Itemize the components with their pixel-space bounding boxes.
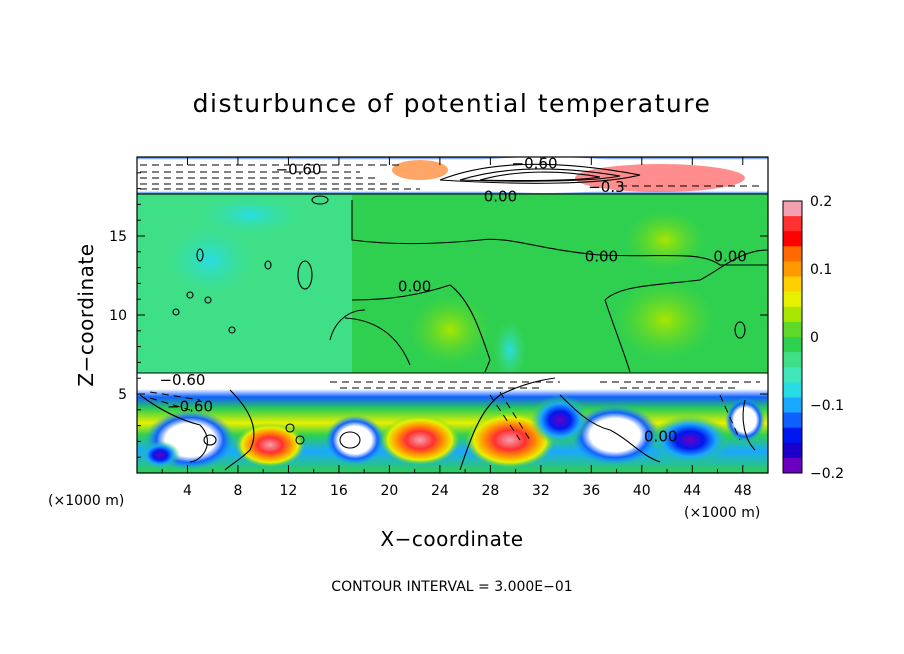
x-tick-label: 40	[633, 483, 651, 499]
colorbar-segment	[783, 321, 802, 338]
y-tick-label: 15	[109, 229, 127, 245]
x-axis-ticks: 4 8 12 16 20 24 28 32 36 40 44 48	[161, 157, 752, 499]
contour-label: 0.00	[398, 278, 431, 296]
contour-label: 0.00	[585, 248, 618, 266]
contour-label: 0.00	[713, 248, 746, 266]
colorbar-segment	[783, 291, 802, 308]
x-tick-label: 4	[183, 483, 192, 499]
x-axis-label: X−coordinate	[380, 527, 523, 551]
colorbar-tick-label: −0.2	[810, 466, 844, 482]
colorbar-frame	[782, 200, 803, 474]
colorbar-segment	[783, 397, 802, 414]
x-tick-label: 48	[734, 483, 752, 499]
x-tick-label: 24	[431, 483, 449, 499]
colorbar-segment	[783, 231, 802, 247]
contour-interval-text: CONTOUR INTERVAL = 3.000E−01	[331, 579, 572, 595]
colorbar-segment	[783, 261, 802, 278]
contour-labels: −0.60 −0.60 0.00 −0.3 0.00 0.00 0.00 −0.60 −0.60…	[159, 154, 746, 445]
colorbar-tick-label: −0.1	[810, 398, 844, 414]
contour-label: −0.60	[512, 154, 558, 172]
x-tick-label: 8	[233, 483, 242, 499]
x-tick-label: 44	[683, 483, 701, 499]
contour-label: 0.00	[644, 428, 677, 446]
x-tick-label: 12	[280, 483, 298, 499]
colorbar-segment	[783, 201, 802, 217]
x-axis-unit-label-right: (×1000 m)	[684, 505, 760, 521]
x-tick-label: 36	[582, 483, 600, 499]
y-axis-ticks: 5 10 15	[109, 172, 768, 458]
colorbar-segment	[783, 442, 802, 459]
colorbar-segment	[783, 367, 802, 383]
colorbar-segment	[783, 457, 802, 474]
colorbar-segment	[783, 246, 802, 262]
colorbar-tick-label: 0	[810, 330, 819, 346]
contour-label: −0.60	[276, 161, 322, 179]
y-tick-label: 10	[109, 308, 127, 324]
contour-lines-dashed	[140, 164, 760, 441]
x-tick-label: 32	[532, 483, 550, 499]
colorbar-segment	[783, 427, 802, 444]
x-tick-label: 28	[481, 483, 499, 499]
colorbar-segment	[783, 306, 802, 323]
colorbar-segment	[783, 216, 802, 232]
contour-lines	[137, 163, 768, 471]
y-tick-label: 5	[118, 387, 127, 403]
x-tick-label: 20	[380, 483, 398, 499]
y-axis-label: Z−coordinate	[74, 243, 98, 386]
colorbar-segment	[783, 412, 802, 429]
colorbar-tick-label: 0.1	[810, 262, 832, 278]
contour-label: −0.60	[159, 371, 205, 389]
colorbar-segment	[783, 352, 802, 368]
contour-label: −0.60	[167, 398, 213, 416]
contour-label: 0.00	[484, 188, 517, 206]
colorbar-segment	[783, 382, 802, 398]
chart-title: disturbunce of potential temperature	[193, 89, 712, 118]
x-axis-unit-label: (×1000 m)	[48, 493, 124, 509]
x-tick-label: 16	[330, 483, 348, 499]
colorbar-segment	[783, 337, 802, 353]
heatmap-field	[137, 157, 768, 473]
colorbar: 0.2 0.1 0 −0.1 −0.2	[782, 194, 844, 482]
contour-label: −0.3	[588, 178, 624, 196]
colorbar-tick-label: 0.2	[810, 194, 832, 210]
colorbar-segment	[783, 276, 802, 293]
